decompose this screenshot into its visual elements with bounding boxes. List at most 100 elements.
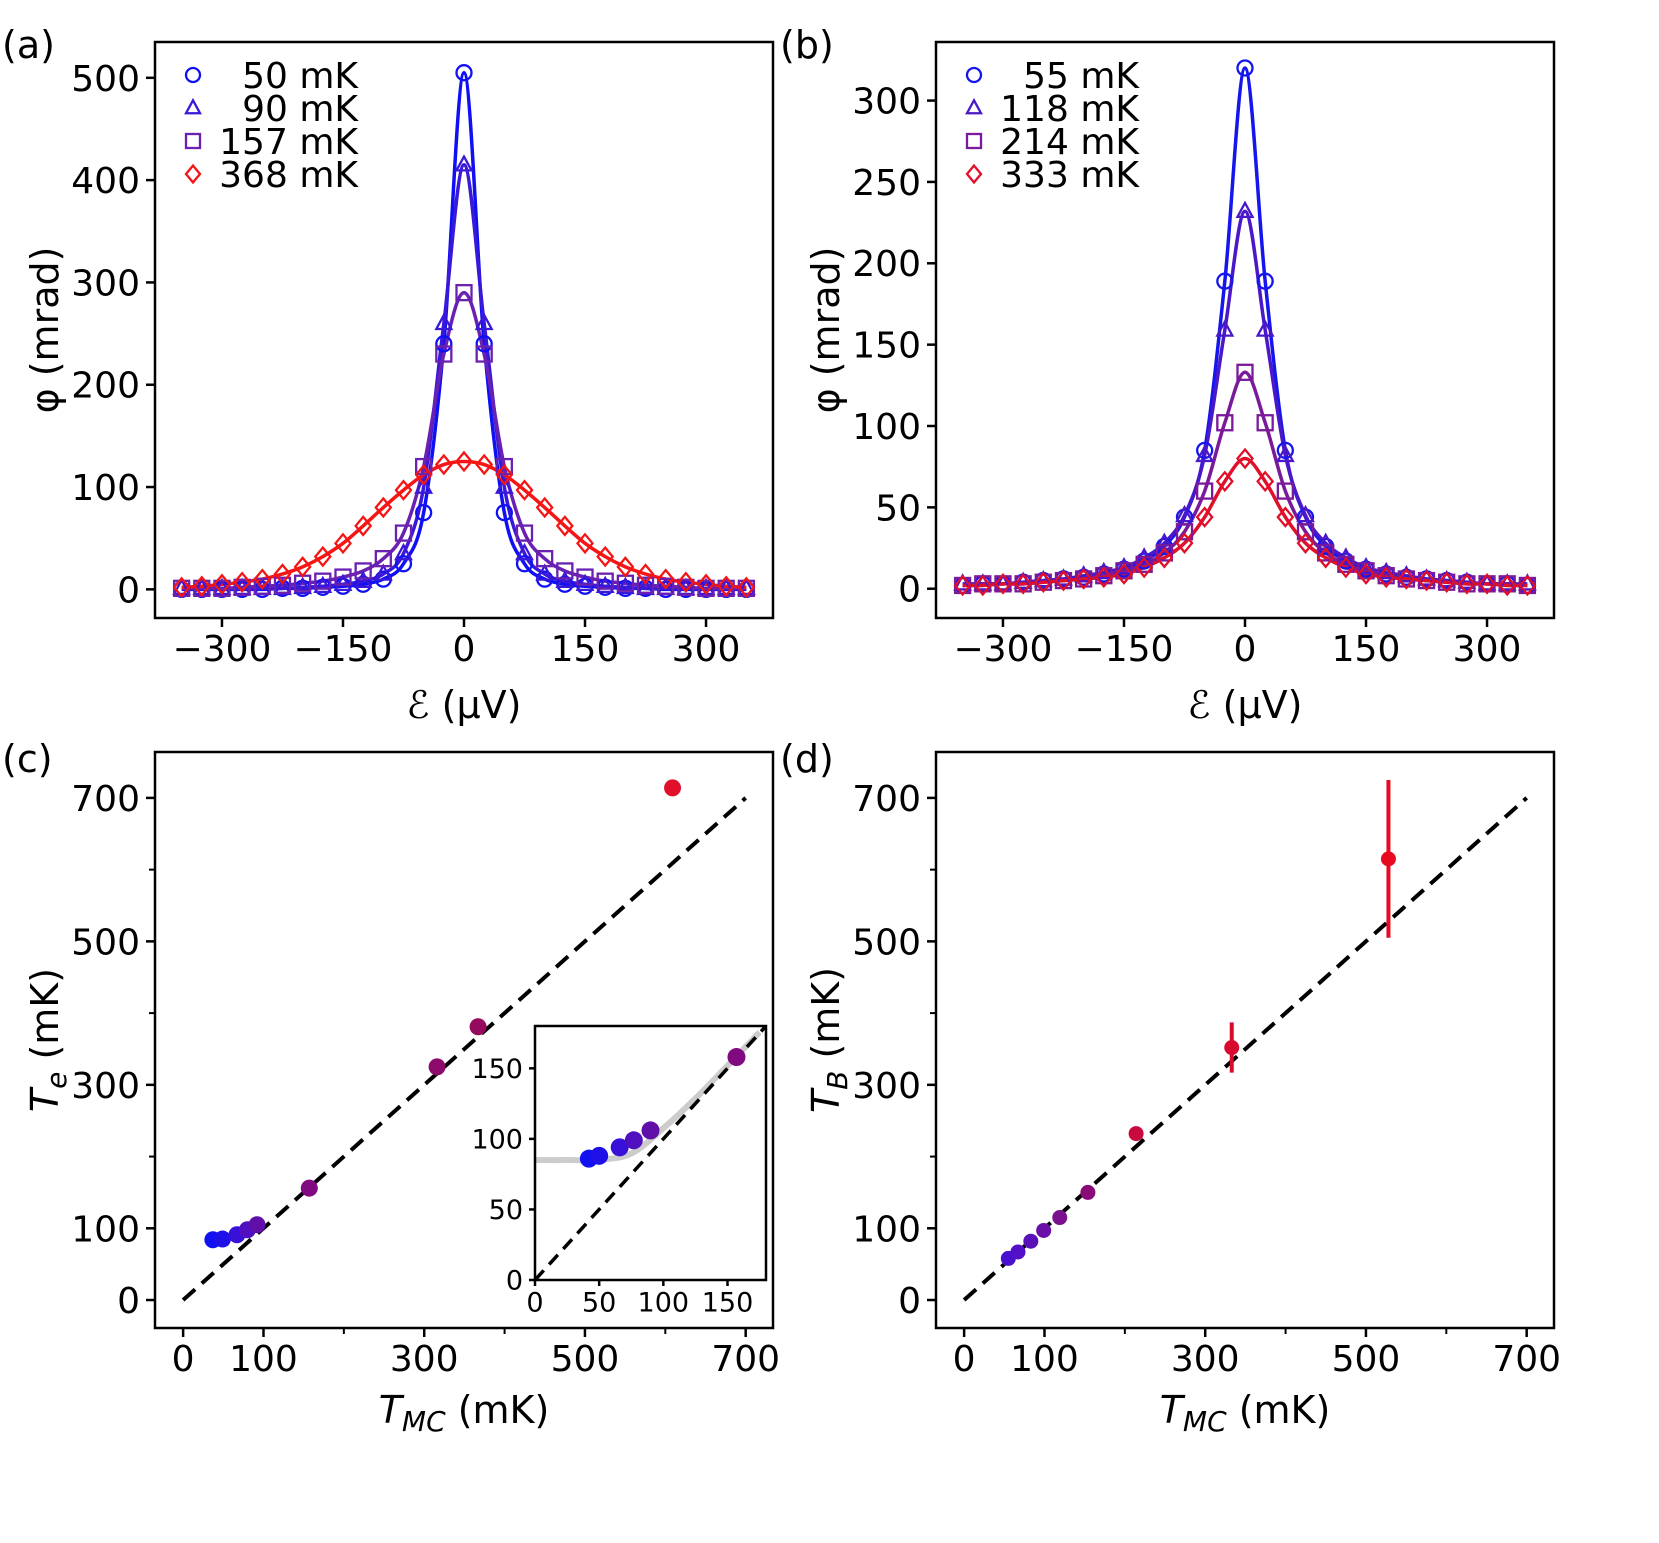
y-tick-label: 500 xyxy=(71,59,140,100)
diamond-marker xyxy=(1014,573,1033,595)
square-marker xyxy=(374,550,392,568)
inset: 0 50 100 150 0 50 100 150 xyxy=(471,1024,768,1319)
circle-marker xyxy=(515,555,534,573)
diamond-marker xyxy=(697,573,716,596)
x-tick-label: 0 xyxy=(953,1339,976,1380)
triangle-marker xyxy=(313,575,333,594)
legend-label: 333 mK xyxy=(1000,155,1140,196)
triangle-marker xyxy=(515,542,534,561)
circle-marker xyxy=(184,66,202,84)
y-tick-label: 100 xyxy=(852,407,921,448)
diamond-marker xyxy=(1215,470,1234,493)
fit-line xyxy=(181,163,747,591)
diamond-marker xyxy=(293,556,312,578)
y-tick-label: 50 xyxy=(875,488,921,529)
x-label-unit: (mK) xyxy=(446,1388,550,1432)
triangle-marker xyxy=(636,577,655,596)
circle-marker xyxy=(334,577,352,595)
square-marker xyxy=(1196,482,1214,500)
triangle-marker xyxy=(172,577,192,596)
square-marker xyxy=(1236,363,1254,381)
panel-label: (d) xyxy=(780,737,834,781)
x-tick-label: 0 xyxy=(453,629,476,670)
y-axis-label: Te (mK) xyxy=(23,968,73,1112)
square-marker xyxy=(455,284,473,302)
circle-marker xyxy=(576,577,594,595)
square-marker xyxy=(435,345,453,363)
diamond-marker xyxy=(1256,470,1275,493)
series-333mK xyxy=(953,447,1537,597)
y-tick-label: 0 xyxy=(898,1281,921,1322)
series-368mK xyxy=(172,450,756,599)
fit-line xyxy=(181,290,747,591)
y-tick-label: 300 xyxy=(71,263,140,304)
triangle-marker xyxy=(535,563,555,581)
triangle-marker xyxy=(333,573,353,592)
diamond-marker xyxy=(953,574,972,597)
square-marker xyxy=(596,572,614,590)
diamond-marker xyxy=(1155,547,1174,569)
square-marker xyxy=(697,579,715,597)
reference-line xyxy=(181,796,748,1302)
square-marker xyxy=(495,457,513,476)
y-tick-label: 400 xyxy=(71,161,140,202)
diamond-marker xyxy=(1034,571,1053,593)
diamond-marker xyxy=(1498,574,1517,597)
diamond-marker xyxy=(233,571,252,593)
x-tick-label: 150 xyxy=(1332,629,1401,670)
triangle-marker xyxy=(474,312,494,331)
diamond-marker xyxy=(515,479,534,501)
square-marker xyxy=(184,132,202,150)
panel-a: (a) −300 −150 0 150 300 0 100 200 300 400 500 50 mK9… xyxy=(2,23,775,727)
y-tick-label: 0 xyxy=(117,570,140,611)
axes-frame xyxy=(934,750,1556,1330)
triangle-marker xyxy=(353,570,373,588)
x-label-subscript: MC xyxy=(402,1405,446,1438)
x-tick-label: 700 xyxy=(711,1339,780,1380)
x-label-unit: (mK) xyxy=(1227,1388,1331,1432)
y-tick-label: 300 xyxy=(71,1066,140,1107)
triangle-marker xyxy=(736,577,756,596)
inset-data-point xyxy=(590,1146,609,1165)
data-point xyxy=(664,779,682,797)
square-marker xyxy=(536,550,554,568)
diamond-marker xyxy=(333,532,352,555)
y-tick-label: 0 xyxy=(117,1281,140,1322)
triangle-marker xyxy=(993,573,1013,591)
diamond-marker xyxy=(434,453,453,476)
y-label-subscript: e xyxy=(40,1072,73,1089)
y-tick-label: 100 xyxy=(71,468,140,509)
inset-data-point xyxy=(641,1121,660,1140)
diamond-marker xyxy=(535,496,554,519)
data-point xyxy=(1023,1233,1039,1249)
x-axis-label: TMC (mK) xyxy=(1160,1388,1331,1438)
y-tick-label: 500 xyxy=(71,922,140,963)
diamond-marker xyxy=(1094,566,1113,589)
y-label-unit: (mK) xyxy=(804,967,848,1071)
y-tick-label: 200 xyxy=(852,244,921,285)
legend-label: 214 mK xyxy=(1000,122,1140,163)
square-marker xyxy=(273,576,292,594)
x-tick-label: 700 xyxy=(1492,1339,1561,1380)
series-214mK xyxy=(953,363,1537,595)
triangle-marker xyxy=(373,563,393,581)
circle-marker xyxy=(1236,59,1254,77)
square-marker xyxy=(1175,523,1194,541)
triangle-marker xyxy=(575,573,595,592)
y-tick-label: 150 xyxy=(852,326,921,367)
circle-marker xyxy=(354,575,372,593)
square-marker xyxy=(677,578,695,596)
square-marker xyxy=(394,524,413,542)
diamond-marker xyxy=(313,545,332,568)
diamond-marker xyxy=(965,163,983,185)
square-marker xyxy=(636,576,655,594)
circle-marker xyxy=(475,335,493,353)
circle-marker xyxy=(455,64,473,82)
diamond-marker xyxy=(414,463,433,486)
y-tick-label: 200 xyxy=(71,366,140,407)
square-marker xyxy=(576,568,594,586)
panel-label: (a) xyxy=(2,23,55,67)
triangle-marker xyxy=(1296,504,1315,523)
data-point xyxy=(300,1179,318,1197)
